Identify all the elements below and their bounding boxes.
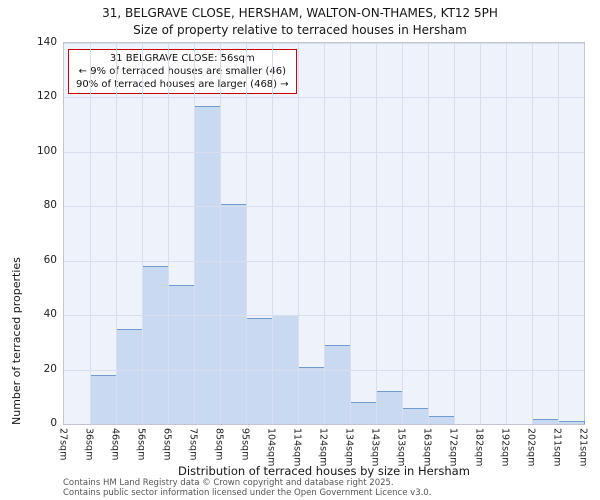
footer-attribution-line1: Contains HM Land Registry data © Crown c… [63,478,394,488]
y-tick-label: 0 [50,417,57,429]
callout-larger-text: 90% of terraced houses are larger (468) … [76,79,289,90]
footer-attribution-line2: Contains public sector information licen… [63,488,432,498]
vertical-gridline [402,43,403,424]
vertical-gridline [350,43,351,424]
histogram-bar [532,418,559,424]
x-tick-label: 85sqm [213,428,225,461]
x-tick-label: 134sqm [343,428,355,467]
x-tick-label: 153sqm [395,428,407,467]
x-tick-label: 104sqm [265,428,277,467]
histogram-bar [428,415,455,424]
vertical-gridline [324,43,325,424]
histogram-bar [558,421,585,424]
histogram-bar [168,285,195,424]
histogram-bar [220,203,247,424]
x-tick-label: 27sqm [57,428,69,461]
histogram-bar [142,266,169,424]
callout-smaller-text: ← 9% of terraced houses are smaller (46) [78,66,286,77]
vertical-gridline [142,43,143,424]
x-tick-label: 65sqm [161,428,173,461]
x-tick-label: 192sqm [499,428,511,467]
x-tick-label: 46sqm [109,428,121,461]
y-tick-label: 100 [36,144,57,157]
plot-area: 31 BELGRAVE CLOSE: 56sqm ← 9% of terrace… [63,42,585,425]
x-tick-label: 95sqm [239,428,251,461]
callout-title: 31 BELGRAVE CLOSE: 56sqm [109,53,255,64]
x-tick-label: 56sqm [135,428,147,461]
property-callout-box: 31 BELGRAVE CLOSE: 56sqm ← 9% of terrace… [68,49,297,94]
y-tick-label: 140 [36,36,57,48]
histogram-bar [298,366,325,424]
chart-title: 31, BELGRAVE CLOSE, HERSHAM, WALTON-ON-T… [102,6,498,20]
vertical-gridline [480,43,481,424]
vertical-gridline [376,43,377,424]
x-tick-label: 182sqm [473,428,485,467]
x-tick-label: 124sqm [317,428,329,467]
y-tick-label: 120 [36,90,57,103]
vertical-gridline [532,43,533,424]
y-tick-label: 80 [43,199,57,212]
vertical-gridline [428,43,429,424]
histogram-bar [194,105,221,424]
x-tick-label: 143sqm [369,428,381,467]
histogram-bar [350,402,377,424]
vertical-gridline [246,43,247,424]
histogram-bar [324,345,351,424]
histogram-bar [402,407,429,424]
x-tick-label: 36sqm [83,428,95,461]
x-tick-label: 163sqm [421,428,433,467]
x-tick-label: 221sqm [577,428,589,467]
vertical-gridline [454,43,455,424]
x-tick-label: 172sqm [447,428,459,467]
vertical-gridline [272,43,273,424]
vertical-gridline [168,43,169,424]
histogram-bar [90,375,117,424]
x-tick-label: 211sqm [551,428,563,467]
x-tick-label: 114sqm [291,428,303,467]
x-tick-label: 202sqm [525,428,537,467]
chart-subtitle: Size of property relative to terraced ho… [133,23,467,37]
histogram-bar [116,328,143,424]
histogram-bar [246,317,273,424]
vertical-gridline [506,43,507,424]
vertical-gridline [116,43,117,424]
histogram-bar [376,391,403,424]
y-tick-label: 60 [43,253,57,266]
y-tick-label: 20 [43,362,57,375]
x-tick-label: 75sqm [187,428,199,461]
vertical-gridline [220,43,221,424]
vertical-gridline [194,43,195,424]
y-tick-label: 40 [43,308,57,321]
vertical-gridline [90,43,91,424]
vertical-gridline [558,43,559,424]
x-axis-title: Distribution of terraced houses by size … [178,464,470,478]
vertical-gridline [298,43,299,424]
